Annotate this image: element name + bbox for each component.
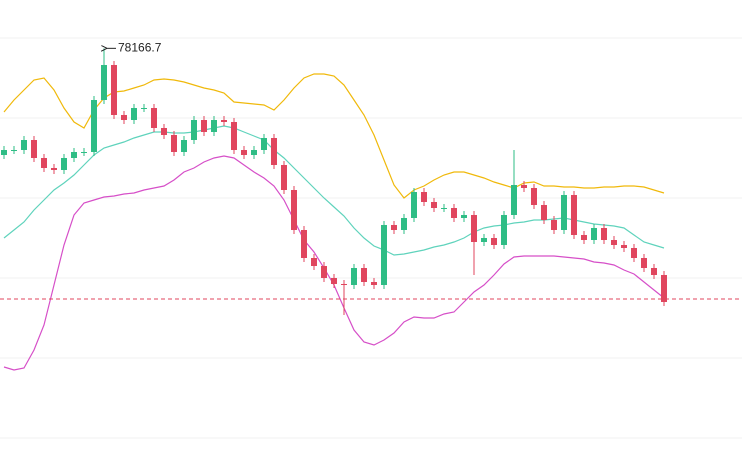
candle-body: [111, 65, 117, 115]
candle-body: [41, 158, 47, 168]
candle-body: [431, 202, 437, 208]
candle-body: [151, 108, 157, 128]
candle-body: [541, 205, 547, 220]
candle-body: [351, 268, 357, 285]
candle-body: [31, 140, 37, 158]
candle-body: [661, 275, 667, 302]
candle-body: [61, 158, 67, 170]
candle-body: [311, 258, 317, 266]
candle-body: [281, 165, 287, 190]
candle-body: [171, 135, 177, 152]
annotation: 78166.7: [118, 41, 162, 55]
candle-body: [301, 230, 307, 258]
candle-body: [521, 185, 527, 188]
candle-body: [481, 238, 487, 242]
candle-body: [1, 150, 7, 155]
candle-body: [461, 215, 467, 218]
candle-body: [581, 235, 587, 240]
candle-body: [391, 225, 397, 230]
candle-body: [291, 190, 297, 230]
candle-body: [571, 195, 577, 235]
candle-body: [401, 218, 407, 230]
candle-body: [321, 266, 327, 278]
candle-body: [441, 208, 447, 209]
candle-body: [601, 228, 607, 240]
candle-body: [11, 150, 17, 151]
candle-body: [621, 245, 627, 248]
band-line: [3, 155, 665, 371]
candle-body: [211, 120, 217, 132]
candle-body: [531, 188, 537, 205]
candle-body: [511, 185, 517, 215]
candle-body: [381, 225, 387, 285]
band-line: [3, 125, 665, 256]
candle-body: [251, 150, 257, 155]
candle-body: [591, 228, 597, 240]
candle-body: [161, 128, 167, 135]
candle-body: [231, 122, 237, 150]
candle-body: [451, 208, 457, 218]
candle-body: [191, 120, 197, 140]
candle-body: [371, 282, 377, 285]
candle-body: [471, 215, 477, 242]
candle-body: [51, 168, 57, 170]
candle-body: [341, 284, 347, 285]
candle-body: [21, 140, 27, 150]
candle-body: [221, 120, 227, 122]
candle-body: [501, 215, 507, 245]
candle-body: [261, 138, 267, 150]
candle-body: [491, 238, 497, 245]
candle-body: [361, 268, 367, 282]
candle-body: [101, 65, 107, 100]
candle-body: [561, 195, 567, 230]
candle-body: [91, 100, 97, 152]
candle-body: [421, 192, 427, 202]
candle-body: [411, 192, 417, 218]
candle-body: [651, 268, 657, 275]
candle-body: [271, 138, 277, 165]
candle-body: [201, 120, 207, 132]
candle-body: [631, 248, 637, 258]
candle-body: [641, 258, 647, 268]
candle-body: [331, 278, 337, 284]
candle-body: [181, 140, 187, 152]
candle-body: [551, 220, 557, 230]
candle-body: [611, 240, 617, 245]
candle-body: [141, 108, 147, 109]
candle-body: [121, 115, 127, 120]
candle-body: [81, 152, 87, 153]
candle-body: [241, 150, 247, 155]
candle-body: [71, 152, 77, 158]
candle-body: [131, 108, 137, 120]
